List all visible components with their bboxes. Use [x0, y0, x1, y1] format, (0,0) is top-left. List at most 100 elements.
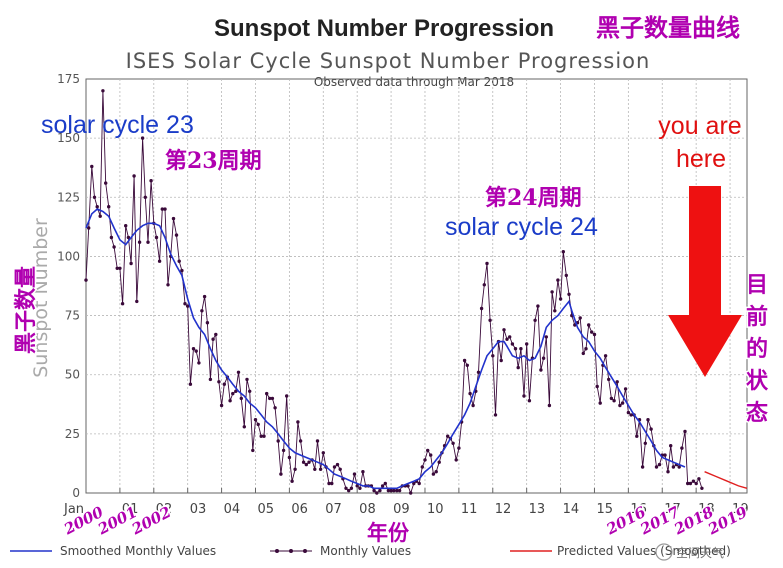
monthly-point: [386, 488, 391, 493]
monthly-point: [186, 304, 190, 308]
monthly-point: [623, 387, 628, 391]
monthly-point: [587, 323, 591, 327]
x-tick-label: 07: [325, 502, 342, 517]
monthly-point: [451, 441, 455, 445]
state-char-cn: 前: [746, 304, 768, 330]
monthly-point: [536, 304, 540, 308]
monthly-point: [118, 266, 122, 270]
monthly-point: [349, 486, 354, 490]
monthly-point: [315, 439, 320, 443]
monthly-point: [265, 391, 269, 396]
monthly-point: [592, 332, 597, 337]
y-axis-label: Sunspot Number: [30, 218, 52, 378]
monthly-point: [694, 481, 698, 486]
you-are-label: you are: [658, 112, 741, 140]
monthly-point: [590, 330, 594, 334]
monthly-point: [112, 245, 116, 249]
monthly-point: [109, 235, 114, 240]
monthly-point: [256, 422, 260, 427]
state-char-cn: 状: [746, 368, 769, 394]
monthly-point: [236, 370, 241, 374]
monthly-point: [519, 347, 523, 351]
monthly-point: [462, 358, 467, 363]
monthly-point: [510, 342, 515, 346]
monthly-point: [437, 460, 441, 464]
cycle23-label: solar cycle 23: [41, 111, 194, 139]
monthly-point: [666, 470, 670, 474]
monthly-point: [361, 470, 365, 474]
monthly-point: [160, 207, 164, 211]
x-tick-label: 19: [732, 502, 749, 517]
monthly-point: [318, 467, 323, 471]
x-tick-label: 17: [664, 502, 681, 517]
monthly-point: [669, 444, 673, 448]
monthly-point: [522, 394, 526, 398]
monthly-point: [700, 486, 704, 490]
x-tick-label: 02: [156, 502, 173, 517]
monthly-point: [101, 89, 105, 93]
x-tick-label: 05: [257, 502, 274, 517]
monthly-point: [188, 382, 193, 386]
monthly-point: [132, 174, 136, 178]
monthly-point: [581, 351, 585, 356]
state-char-cn: 态: [746, 400, 768, 426]
monthly-point: [476, 370, 481, 374]
monthly-point: [262, 434, 266, 438]
monthly-point: [603, 354, 608, 358]
monthly-point: [251, 448, 255, 453]
y-tick-label: 50: [65, 368, 80, 382]
x-tick-label: 03: [190, 502, 207, 517]
monthly-point: [491, 354, 495, 358]
monthly-point: [273, 406, 277, 410]
monthly-point: [296, 420, 300, 424]
monthly-point: [194, 349, 198, 353]
state-char-cn: 目: [746, 272, 768, 298]
monthly-point: [680, 446, 684, 450]
monthly-point: [525, 342, 529, 346]
monthly-point: [539, 368, 543, 372]
monthly-point: [383, 481, 387, 486]
monthly-point: [516, 365, 520, 370]
monthly-point: [417, 481, 421, 486]
monthly-point: [635, 434, 639, 438]
monthly-point: [429, 453, 433, 457]
y-tick-label: 150: [57, 131, 80, 145]
monthly-point: [332, 465, 337, 469]
y-tick-label: 75: [65, 309, 80, 323]
monthly-point: [87, 226, 91, 230]
monthly-point: [406, 484, 410, 488]
watermark-text: 空间天气: [676, 545, 724, 560]
monthly-point: [95, 205, 99, 209]
monthly-point: [135, 299, 139, 304]
monthly-point: [505, 337, 509, 341]
monthly-point: [208, 377, 213, 382]
monthly-point: [231, 391, 235, 396]
monthly-point: [595, 384, 599, 389]
x-tick-label: 16: [630, 502, 647, 517]
monthly-point: [313, 467, 317, 471]
monthly-point: [454, 458, 458, 462]
monthly-point: [457, 446, 461, 450]
monthly-point: [471, 403, 475, 408]
monthly-point: [183, 302, 187, 306]
monthly-point: [482, 283, 486, 287]
monthly-point: [431, 472, 436, 476]
monthly-point: [330, 481, 334, 486]
monthly-point: [550, 290, 554, 294]
legend-monthly-dot: [303, 549, 307, 553]
monthly-point: [276, 439, 280, 443]
x-tick-label: 13: [529, 502, 546, 517]
monthly-point: [281, 448, 286, 453]
legend-monthly-dot: [275, 549, 279, 553]
legend-predicted: Predicted Values (Smoothed): [557, 544, 731, 558]
monthly-point: [686, 481, 690, 486]
monthly-point: [423, 458, 427, 462]
monthly-point: [344, 486, 348, 490]
monthly-point: [149, 179, 153, 183]
monthly-point: [392, 488, 396, 493]
monthly-point: [205, 321, 210, 325]
monthly-point: [533, 318, 537, 322]
monthly-point: [561, 250, 565, 254]
monthly-point: [104, 181, 108, 185]
monthly-point: [663, 453, 667, 457]
